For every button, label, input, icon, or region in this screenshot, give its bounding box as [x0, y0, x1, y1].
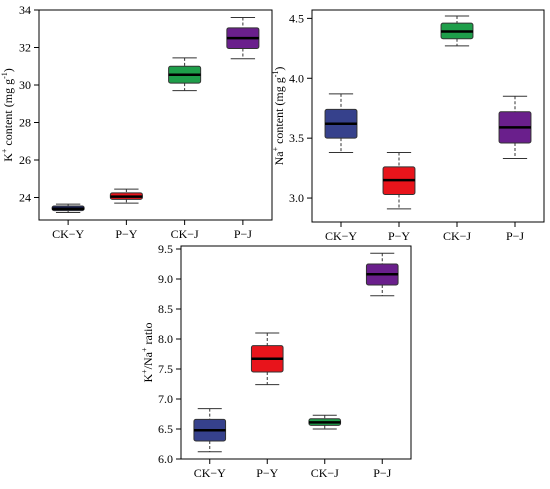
y-axis-label-superscript: + [0, 148, 9, 153]
box-py [109, 188, 143, 204]
panel-k-na-ratio: 6.06.57.07.58.08.59.09.5CK−Y P−Y CK−J P−JK+… [140, 242, 412, 480]
y-axis-label-part: K [1, 153, 15, 162]
y-axis-label-part: ratio [141, 322, 155, 347]
y-axis-label-superscript: -1 [271, 71, 280, 78]
x-tick-label: P−J [234, 227, 252, 241]
plot-frame [180, 245, 412, 460]
box-pj [226, 17, 260, 60]
y-axis-label-superscript: -1 [0, 72, 9, 79]
y-axis-label-superscript: + [140, 347, 149, 352]
y-axis-label: K+/Na+ ratio [140, 322, 155, 382]
y-tick-label: 24 [19, 191, 31, 205]
y-axis-label-part: ) [272, 67, 286, 71]
x-tick-label: CK−J [311, 466, 339, 480]
box-ckj [168, 57, 202, 92]
plot-frame [311, 9, 545, 223]
panel-k-content: 24 26 28 30 32 34 CK−Y P−Y CK−J P−J K+ content (mg… [0, 3, 273, 241]
box-py [382, 152, 416, 210]
y-tick-label: 7.5 [158, 362, 173, 376]
y-axis-label-part: K [141, 374, 155, 383]
plot-frame [38, 9, 273, 221]
x-tick-label: CK−Y [325, 229, 357, 243]
box-ckj [440, 15, 474, 47]
y-tick-label: 6.0 [158, 452, 173, 466]
x-tick-label: CK−Y [52, 227, 84, 241]
y-tick-label: 3.0 [289, 191, 304, 205]
x-tick-label: P−J [506, 229, 524, 243]
box-cky [193, 408, 227, 453]
box-pj [498, 95, 532, 160]
y-axis-label-part: content (mg g [1, 79, 15, 149]
y-axis-label-superscript: + [271, 146, 280, 151]
x-tick-label: P−Y [388, 229, 410, 243]
y-axis-label: Na+ content (mg g-1) [271, 67, 286, 166]
y-tick-label: 9.0 [158, 272, 173, 286]
y-tick-label: 32 [19, 41, 31, 55]
panel-na-content: 3.0 3.5 4.0 4.5 CK−Y P−Y CK−J P−J Na+ content (m… [271, 9, 545, 243]
y-axis-label-part: Na [272, 151, 286, 166]
box-cky [51, 203, 85, 213]
y-tick-label: 7.0 [158, 392, 173, 406]
y-axis-label-part: ) [1, 68, 15, 72]
y-tick-label: 4.5 [289, 11, 304, 25]
box-py [250, 332, 284, 386]
y-axis-label-part: content (mg g [272, 77, 286, 147]
y-tick-label: 3.5 [289, 131, 304, 145]
y-axis-label-part: /Na [141, 351, 155, 369]
y-axis-label-superscript: + [140, 369, 149, 374]
box-pj [365, 252, 399, 297]
x-tick-label: P−Y [256, 466, 278, 480]
y-axis-label: K+ content (mg g-1) [0, 68, 15, 162]
x-tick-label: P−J [373, 466, 391, 480]
box-ckj [308, 414, 342, 430]
y-tick-label: 9.5 [158, 242, 173, 256]
x-tick-label: P−Y [115, 227, 137, 241]
y-tick-label: 34 [19, 3, 31, 17]
box-cky [324, 93, 358, 154]
y-tick-label: 26 [19, 153, 31, 167]
x-tick-label: CK−Y [194, 466, 226, 480]
y-tick-label: 8.5 [158, 302, 173, 316]
y-tick-label: 30 [19, 78, 31, 92]
y-tick-label: 4.0 [289, 71, 304, 85]
y-tick-label: 6.5 [158, 422, 173, 436]
y-tick-label: 28 [19, 116, 31, 130]
y-tick-label: 8.0 [158, 332, 173, 346]
x-tick-label: CK−J [443, 229, 471, 243]
x-tick-label: CK−J [171, 227, 199, 241]
